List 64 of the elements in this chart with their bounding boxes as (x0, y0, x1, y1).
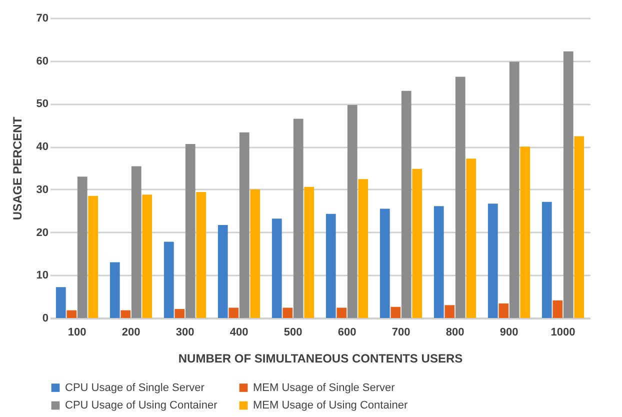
x-tick-label: 1000 (550, 326, 576, 338)
bar (66, 310, 77, 318)
y-axis-title: USAGE PERCENT (10, 116, 24, 220)
bar (444, 305, 455, 318)
y-tick-label: 50 (36, 98, 48, 110)
bar (228, 308, 239, 318)
x-tick-label: 400 (230, 326, 248, 338)
y-tick-label: 40 (36, 141, 48, 154)
legend-label: CPU Usage of Single Server (65, 382, 205, 394)
bar (77, 176, 88, 318)
bar (380, 208, 390, 318)
bar (552, 300, 563, 318)
bar (56, 287, 66, 318)
bar (520, 146, 530, 318)
bar (131, 166, 142, 318)
bar (239, 132, 250, 318)
bar (347, 105, 358, 318)
bar (390, 306, 401, 318)
bar (401, 90, 412, 318)
bar (142, 194, 152, 318)
bar (455, 76, 466, 318)
legend-label: MEM Usage of Single Server (253, 382, 396, 394)
bar (272, 218, 282, 318)
x-tick-label: 100 (68, 326, 86, 338)
bar (120, 310, 131, 318)
bar (498, 303, 509, 318)
x-tick-label: 800 (446, 326, 464, 338)
bar (326, 214, 336, 318)
y-tick-label: 0 (42, 312, 48, 324)
bar (293, 118, 304, 318)
y-tick-label: 10 (36, 270, 48, 282)
bar (488, 204, 498, 318)
legend-label: CPU Usage of Using Container (65, 400, 218, 412)
y-tick-label: 30 (36, 184, 48, 196)
x-tick-label: 900 (500, 326, 518, 338)
x-tick-label: 500 (284, 326, 302, 338)
bar (509, 62, 520, 318)
y-tick-label: 20 (36, 226, 48, 239)
bar (110, 262, 120, 318)
x-tick-label: 300 (176, 326, 194, 338)
x-axis-title: NUMBER OF SIMULTANEOUS CONTENTS USERS (178, 352, 463, 366)
bar (563, 51, 574, 318)
y-tick-label: 60 (36, 55, 48, 68)
bar (466, 158, 476, 318)
bar (218, 225, 228, 318)
bar (185, 144, 196, 318)
bar (250, 189, 260, 318)
bar (282, 308, 293, 318)
x-tick-label: 700 (392, 326, 410, 338)
x-tick-label: 200 (122, 326, 140, 338)
bar (542, 202, 552, 318)
bar (434, 206, 444, 318)
x-tick-label: 600 (338, 326, 356, 338)
bar (336, 308, 347, 318)
bar (304, 186, 314, 318)
legend-label: MEM Usage of Using Container (253, 400, 408, 412)
bar (174, 309, 185, 318)
bar (196, 192, 206, 318)
bar (412, 168, 422, 318)
bar (574, 136, 584, 318)
bar (88, 196, 98, 318)
bar (358, 179, 368, 318)
bar (164, 242, 174, 318)
y-tick-label: 70 (36, 12, 48, 24)
